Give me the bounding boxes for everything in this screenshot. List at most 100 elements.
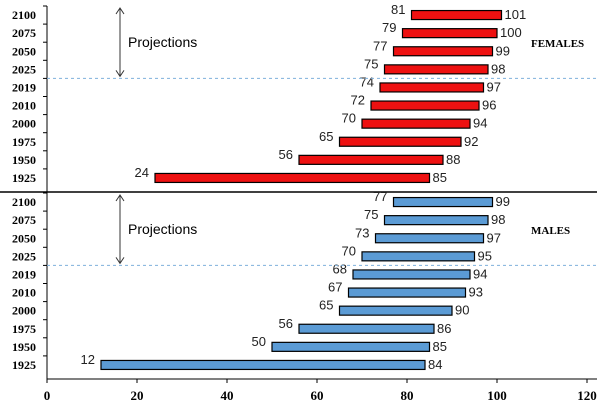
range-bar xyxy=(347,287,467,298)
high-value-label: 98 xyxy=(491,212,505,227)
high-value-label: 86 xyxy=(437,321,451,336)
high-value-label: 84 xyxy=(428,357,442,372)
high-value-label: 92 xyxy=(464,134,478,149)
high-value-label: 94 xyxy=(473,266,487,281)
range-bar xyxy=(383,64,489,75)
low-value-label: 75 xyxy=(364,207,378,222)
high-value-label: 93 xyxy=(469,285,483,300)
low-value-label: 72 xyxy=(351,93,365,108)
range-bar xyxy=(352,269,471,280)
year-label: 2075 xyxy=(12,213,36,227)
range-bar xyxy=(379,82,485,93)
panel-males: 2100 77 99 2075 75 98 2050 73 97 2025 70 95 2019 68 94… xyxy=(12,189,597,372)
high-value-label: 99 xyxy=(496,194,510,209)
high-value-label: 85 xyxy=(433,170,447,185)
low-value-label: 56 xyxy=(279,316,293,331)
low-value-label: 81 xyxy=(391,2,405,17)
low-value-label: 50 xyxy=(252,334,266,349)
low-value-label: 77 xyxy=(373,38,387,53)
low-value-label: 68 xyxy=(333,261,347,276)
low-value-label: 73 xyxy=(355,225,369,240)
year-label: 2019 xyxy=(12,80,36,94)
projection-arrow-head-up xyxy=(115,194,125,202)
range-bar xyxy=(338,305,453,316)
x-tick-label: 0 xyxy=(44,388,51,403)
range-bar xyxy=(298,323,435,334)
range-bar xyxy=(338,136,462,147)
range-bar xyxy=(154,172,431,184)
range-bar xyxy=(401,28,498,39)
x-tick-label: 120 xyxy=(577,388,597,403)
year-label: 1950 xyxy=(12,340,36,354)
projection-arrow-head-down xyxy=(115,70,125,78)
year-label: 2100 xyxy=(12,195,36,209)
high-value-label: 100 xyxy=(500,25,522,40)
high-value-label: 99 xyxy=(496,43,510,58)
low-value-label: 77 xyxy=(373,189,387,204)
chart-panels: 2100 81 101 2075 79 100 2050 77 99 2025 75 98 2019 74… xyxy=(12,2,597,372)
high-value-label: 95 xyxy=(478,248,492,263)
range-bar xyxy=(361,251,476,262)
x-tick-label: 20 xyxy=(131,388,144,403)
year-label: 2019 xyxy=(12,267,36,281)
x-tick-label: 100 xyxy=(487,388,507,403)
year-label: 1950 xyxy=(12,153,36,167)
low-value-label: 56 xyxy=(279,147,293,162)
low-value-label: 74 xyxy=(360,74,374,89)
panel-name-label: FEMALES xyxy=(531,38,584,50)
high-value-label: 101 xyxy=(505,7,527,22)
low-value-label: 70 xyxy=(342,111,356,126)
x-tick-label: 80 xyxy=(401,388,414,403)
year-label: 2100 xyxy=(12,8,36,22)
year-label: 2000 xyxy=(12,304,36,318)
low-value-label: 75 xyxy=(364,56,378,71)
range-bar xyxy=(392,196,494,208)
year-label: 2025 xyxy=(12,249,36,263)
projections-label: Projections xyxy=(128,221,197,237)
range-bar xyxy=(410,9,503,21)
high-value-label: 98 xyxy=(491,61,505,76)
range-bar xyxy=(298,154,444,165)
low-value-label: 65 xyxy=(319,298,333,313)
projection-arrow-head-up xyxy=(115,7,125,15)
range-bar xyxy=(383,215,489,226)
high-value-label: 97 xyxy=(487,230,501,245)
low-value-label: 67 xyxy=(328,280,342,295)
year-label: 2025 xyxy=(12,62,36,76)
high-value-label: 90 xyxy=(455,303,469,318)
year-label: 1925 xyxy=(12,171,36,185)
year-label: 1975 xyxy=(12,322,36,336)
year-label: 2050 xyxy=(12,44,36,58)
panel-name-label: MALES xyxy=(531,225,570,237)
range-bar xyxy=(361,118,471,129)
range-bar xyxy=(271,341,431,352)
year-label: 2010 xyxy=(12,286,36,300)
year-label: 2000 xyxy=(12,117,36,131)
low-value-label: 12 xyxy=(81,352,95,367)
panel-females: 2100 81 101 2075 79 100 2050 77 99 2025 75 98 2019 74… xyxy=(12,2,597,185)
year-label: 2010 xyxy=(12,99,36,113)
high-value-label: 88 xyxy=(446,152,460,167)
x-tick-label: 60 xyxy=(311,388,324,403)
projection-arrow-head-down xyxy=(115,257,125,265)
year-label: 2050 xyxy=(12,231,36,245)
range-bar xyxy=(374,233,485,244)
high-value-label: 85 xyxy=(433,339,447,354)
range-bar xyxy=(392,46,494,57)
high-value-label: 94 xyxy=(473,116,487,131)
low-value-label: 70 xyxy=(342,243,356,258)
projections-label: Projections xyxy=(128,34,197,50)
low-value-label: 65 xyxy=(319,129,333,144)
year-label: 2075 xyxy=(12,26,36,40)
low-value-label: 24 xyxy=(135,165,149,180)
low-value-label: 79 xyxy=(382,20,396,35)
axes: 0 20 40 60 80 100 120 xyxy=(0,6,597,403)
high-value-label: 96 xyxy=(482,98,496,113)
x-tick-label: 40 xyxy=(221,388,234,403)
range-bar xyxy=(100,359,426,371)
year-label: 1925 xyxy=(12,358,36,372)
range-bar xyxy=(370,100,480,111)
year-label: 1975 xyxy=(12,135,36,149)
high-value-label: 97 xyxy=(487,79,501,94)
